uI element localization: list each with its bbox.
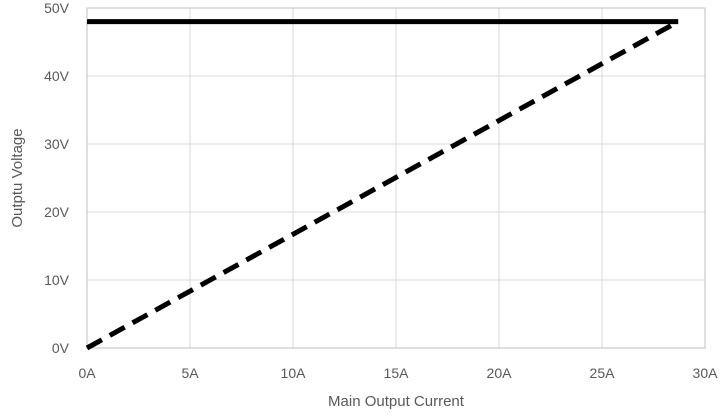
y-tick-label: 40V bbox=[44, 68, 70, 84]
series-group bbox=[85, 19, 680, 351]
plot-area-frame bbox=[86, 7, 706, 349]
x-tick-label: 25A bbox=[590, 365, 616, 381]
x-tick-label: 5A bbox=[181, 365, 199, 381]
y-tick-label: 0V bbox=[52, 340, 70, 356]
x-tick-label: 15A bbox=[384, 365, 410, 381]
x-axis-title: Main Output Current bbox=[328, 393, 465, 410]
y-tick-label: 50V bbox=[44, 0, 70, 16]
tick-labels: 0A 5A 10A 15A 20A 25A 30A 0V 10V 20V 30V 40V 50V bbox=[44, 0, 718, 381]
x-tick-label: 0A bbox=[78, 365, 96, 381]
y-axis-title: Outptu Voltage bbox=[9, 128, 26, 227]
x-tick-label: 10A bbox=[281, 365, 307, 381]
x-tick-label: 20A bbox=[487, 365, 513, 381]
x-tick-label: 30A bbox=[693, 365, 719, 381]
y-tick-label: 30V bbox=[44, 136, 70, 152]
y-tick-label: 10V bbox=[44, 272, 70, 288]
dashed-series-line bbox=[85, 19, 680, 351]
y-tick-label: 20V bbox=[44, 204, 70, 220]
